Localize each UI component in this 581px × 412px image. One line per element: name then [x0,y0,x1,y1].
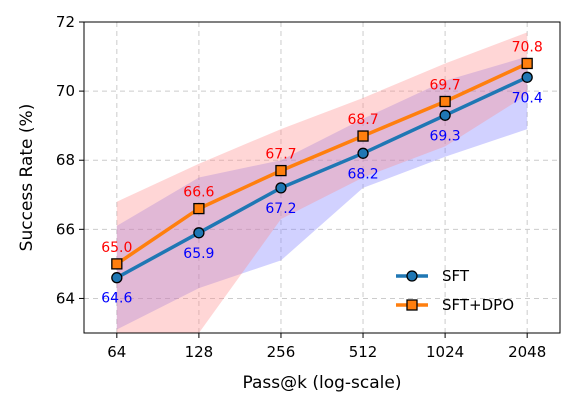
data-label-sft-dpo: 70.8 [512,39,543,55]
data-label-sft: 69.3 [430,128,461,144]
point-sft-dpo [111,258,123,270]
point-sft [275,182,287,194]
point-sft-dpo [193,202,205,215]
legend: SFT SFT+DPO [396,267,514,314]
point-sft [439,109,451,121]
x-tick-label: 2048 [508,343,546,361]
point-sft-dpo [357,130,369,142]
x-tick-label: 64 [107,343,126,361]
data-labels: 64.6 65.9 67.2 68.2 69.3 70.4 65.0 66.6 67.7 68.7… [101,39,543,306]
x-tick-label: 128 [185,343,214,361]
data-label-sft: 64.6 [101,291,132,307]
band-sft-dpo [116,32,528,333]
series-lines [111,57,533,284]
legend-label-sft: SFT [442,267,470,285]
y-tick-label: 66 [56,220,75,238]
data-label-sft-dpo: 68.7 [347,112,378,128]
x-tick-label: 256 [267,343,296,361]
plot-frame [83,21,561,334]
legend-item-sft-dpo: SFT+DPO [396,296,514,314]
point-sft-dpo [275,164,287,177]
axis-ticks: 64 128 256 512 1024 2048 64 66 68 70 72 [56,13,546,361]
legend-marker-sft-dpo [406,299,418,311]
data-label-sft-dpo: 69.7 [430,77,461,93]
data-label-sft-dpo: 67.7 [265,147,296,163]
y-tick-label: 68 [56,151,75,169]
y-tick-label: 70 [56,82,75,100]
point-sft [193,227,205,239]
data-label-sft: 70.4 [512,90,543,106]
data-label-sft: 67.2 [265,201,296,217]
x-tick-label: 512 [349,343,378,361]
data-label-sft: 68.2 [347,166,378,182]
legend-marker-sft [406,270,418,282]
x-axis-title: Pass@k (log-scale) [243,373,402,393]
data-label-sft-dpo: 66.6 [183,185,214,201]
data-label-sft-dpo: 65.0 [101,240,132,256]
data-label-sft: 65.9 [183,246,214,262]
legend-label-sft-dpo: SFT+DPO [442,296,514,314]
line-sft [115,75,528,280]
line-sft-dpo [115,61,528,266]
point-sft [111,272,123,284]
y-tick-label: 72 [56,13,75,31]
legend-item-sft: SFT [396,267,470,285]
y-axis-title: Success Rate (%) [17,104,37,252]
point-sft [357,147,369,159]
point-sft-dpo [521,57,533,70]
x-tick-label: 1024 [426,343,464,361]
point-sft [521,71,533,83]
point-sft-dpo [439,95,451,108]
y-tick-label: 64 [56,289,75,307]
